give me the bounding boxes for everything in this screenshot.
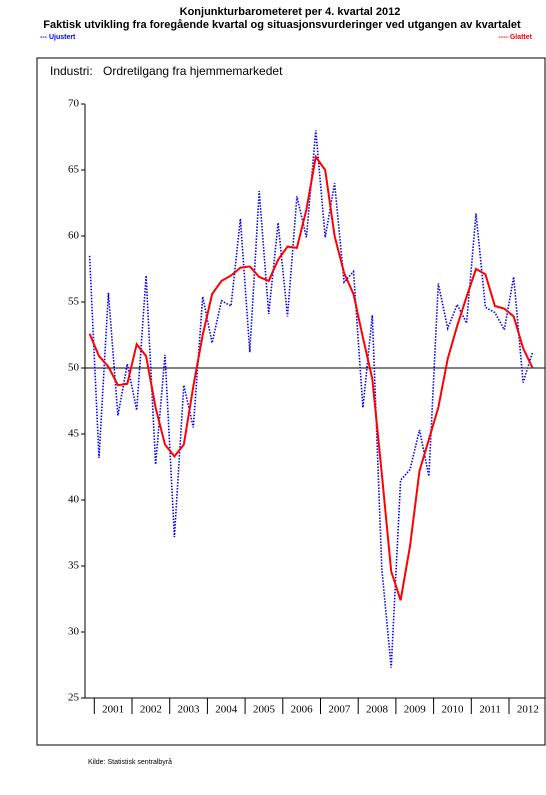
chart-title: Konjunkturbarometeret per 4. kvartal 201… — [180, 6, 401, 18]
x-tick-label: 2006 — [291, 704, 314, 716]
y-tick-label: 55 — [68, 296, 80, 308]
x-tick-label: 2012 — [517, 704, 539, 716]
y-tick-label: 50 — [68, 362, 80, 374]
y-tick-label: 40 — [68, 494, 80, 506]
y-tick-label: 65 — [68, 164, 80, 176]
x-tick-label: 2002 — [140, 704, 162, 716]
x-tick-label: 2011 — [479, 704, 501, 716]
x-tick-label: 2001 — [102, 704, 124, 716]
series-line — [88, 130, 534, 668]
panel-title: Ordretilgang fra hjemmemarkedet — [103, 64, 283, 78]
y-tick-label: 45 — [68, 428, 80, 440]
y-tick-label: 60 — [68, 230, 80, 242]
x-tick-label: 2005 — [253, 704, 276, 716]
x-tick-label: 2003 — [178, 704, 201, 716]
chart-subtitle: Faktisk utvikling fra foregående kvartal… — [43, 19, 521, 31]
y-tick-label: 30 — [68, 626, 80, 638]
y-tick-label: 35 — [68, 560, 80, 572]
x-tick-label: 2004 — [215, 704, 238, 716]
y-tick-label: 70 — [68, 98, 80, 110]
chart-frame — [36, 57, 546, 746]
series-line — [88, 154, 534, 601]
x-tick-label: 2008 — [366, 704, 389, 716]
x-tick-label: 2009 — [404, 704, 427, 716]
panel-label: Industri: — [50, 64, 93, 78]
y-tick-label: 25 — [68, 692, 80, 704]
x-tick-label: 2010 — [441, 704, 464, 716]
legend-entry: ---- Glattet — [499, 34, 533, 41]
source: Kilde: Statistisk sentralbyrå — [88, 758, 172, 766]
legend-entry: --- Ujustert — [40, 34, 76, 41]
x-tick-label: 2007 — [328, 704, 351, 716]
